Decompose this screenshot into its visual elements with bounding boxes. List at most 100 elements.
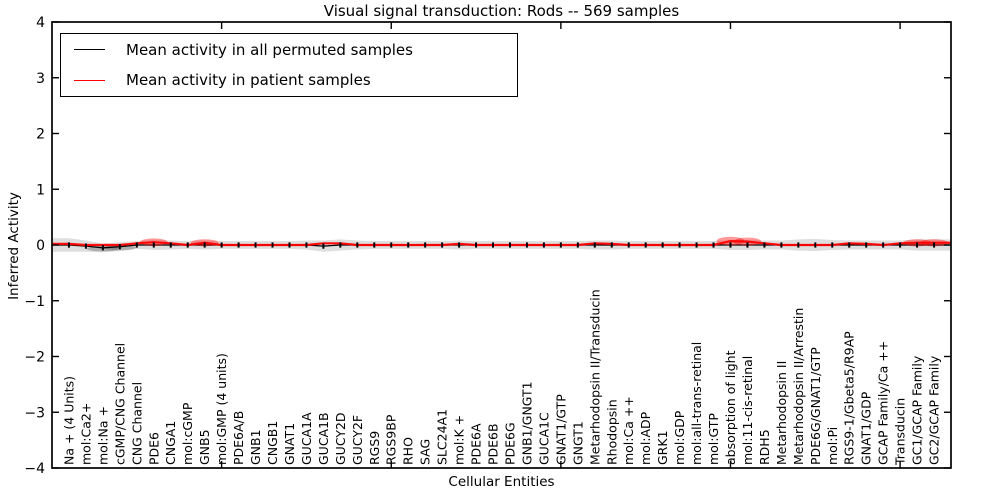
entity-marker xyxy=(84,243,87,249)
y-tick-label: −3 xyxy=(24,405,45,421)
entity-marker xyxy=(254,242,257,248)
x-tick-label: Metarhodopsin II/Arrestin xyxy=(791,308,806,465)
x-tick-label: Rhodopsin xyxy=(604,399,619,465)
y-tick-label: 1 xyxy=(36,182,45,198)
entity-marker xyxy=(458,242,461,248)
entity-marker xyxy=(559,242,562,248)
x-tick-label: PDE6G xyxy=(502,422,517,465)
x-tick-label: SAG xyxy=(418,439,433,465)
entity-marker xyxy=(831,242,834,248)
x-tick-label: GNAT1/GDP xyxy=(859,391,874,465)
x-tick-label: GNB1 xyxy=(248,429,263,465)
x-tick-label: mol:11-cis-retinal xyxy=(740,356,755,465)
legend-item-patient: Mean activity in patient samples xyxy=(61,66,517,95)
entity-marker xyxy=(390,242,393,248)
legend-line-sample-red xyxy=(74,79,105,81)
x-tick-label: GRK1 xyxy=(655,430,670,465)
entity-marker xyxy=(933,242,936,248)
y-tick-label: −4 xyxy=(24,461,45,477)
entity-marker xyxy=(644,242,647,248)
y-tick-label: −2 xyxy=(24,350,45,366)
x-tick-label: GNAT1/GTP xyxy=(553,394,568,465)
legend-label-patient: Mean activity in patient samples xyxy=(126,71,371,90)
entity-marker xyxy=(542,242,545,248)
entity-marker xyxy=(746,242,749,248)
entity-marker xyxy=(118,244,121,250)
x-tick-label: RGS9-1/Gbeta5/R9AP xyxy=(842,331,857,465)
x-tick-label: PDE6 xyxy=(146,432,161,465)
y-tick-label: 3 xyxy=(36,71,45,87)
y-tick-label: 0 xyxy=(36,238,45,254)
entity-marker xyxy=(237,242,240,248)
x-tick-label: mol:K + xyxy=(452,415,467,465)
entity-marker xyxy=(848,242,851,248)
x-tick-label: cGMP/CNG Channel xyxy=(112,343,127,465)
entity-marker xyxy=(67,242,70,248)
entity-marker xyxy=(678,242,681,248)
x-tick-label: PDE6B xyxy=(486,423,501,465)
x-tick-label: PDE6G/GNAT1/GTP xyxy=(808,347,823,465)
y-tick-label: 2 xyxy=(36,127,45,143)
entity-marker xyxy=(576,242,579,248)
entity-marker xyxy=(322,243,325,249)
x-tick-label: mol:cGMP xyxy=(180,402,195,465)
entity-marker xyxy=(356,242,359,248)
x-tick-label: GNB1/GNGT1 xyxy=(519,381,534,465)
x-tick-label: GNB5 xyxy=(197,429,212,465)
x-tick-label: mol:Ca ++ xyxy=(621,396,636,465)
x-tick-label: GNAT1 xyxy=(282,423,297,465)
x-tick-label: Transducin xyxy=(893,398,908,466)
entity-marker xyxy=(797,242,800,248)
legend: Mean activity in all permuted samples Me… xyxy=(60,33,518,97)
entity-marker xyxy=(475,242,478,248)
x-tick-label: GUCA1C xyxy=(536,412,551,465)
entity-marker xyxy=(627,242,630,248)
entity-marker xyxy=(661,242,664,248)
x-tick-label: Metarhodopsin II xyxy=(774,361,789,465)
x-tick-label: RHO xyxy=(401,437,416,465)
entity-marker xyxy=(695,242,698,248)
entity-marker xyxy=(882,242,885,248)
entity-marker xyxy=(916,242,919,248)
entity-marker xyxy=(339,242,342,248)
entity-marker xyxy=(152,242,155,248)
x-tick-label: GUCY2F xyxy=(350,415,365,465)
y-tick-label: 4 xyxy=(36,15,45,31)
legend-label-permuted: Mean activity in all permuted samples xyxy=(126,40,413,59)
x-tick-label: GUCY2D xyxy=(333,412,348,465)
x-tick-label: GC2/GCAP Family xyxy=(927,355,942,465)
x-tick-label: mol:ADP xyxy=(638,411,653,465)
entity-marker xyxy=(271,242,274,248)
x-axis-label: Cellular Entities xyxy=(448,474,555,490)
entity-marker xyxy=(424,242,427,248)
y-axis-label: Inferred Activity xyxy=(6,192,22,300)
entity-marker xyxy=(763,242,766,248)
x-tick-label: Metarhodopsin II/Transducin xyxy=(587,289,602,465)
entity-marker xyxy=(288,242,291,248)
x-tick-label: CNGB1 xyxy=(265,421,280,465)
x-tick-label: mol:Na + xyxy=(95,406,110,465)
x-tick-label: RGS9 xyxy=(367,431,382,465)
x-tick-label: mol:Ca2+ xyxy=(78,403,93,465)
entity-marker xyxy=(729,242,732,248)
x-tick-label: RDH5 xyxy=(757,429,772,465)
entity-marker xyxy=(865,242,868,248)
x-tick-label: GNGT1 xyxy=(570,421,585,465)
x-tick-label: GC1/GCAP Family xyxy=(910,355,925,465)
x-tick-label: Na + (4 Units) xyxy=(61,376,76,465)
x-tick-label: PDE6A/B xyxy=(231,411,246,465)
patient-mean-line xyxy=(52,239,951,247)
y-tick-label: −1 xyxy=(24,294,45,310)
entity-marker xyxy=(492,242,495,248)
entity-marker xyxy=(814,242,817,248)
entity-marker xyxy=(101,245,104,251)
x-tick-label: RGS9BP xyxy=(384,414,399,465)
entity-marker xyxy=(407,242,410,248)
x-tick-label: GUCA1A xyxy=(299,412,314,465)
entity-marker xyxy=(305,242,308,248)
x-tick-label: absorption of light xyxy=(723,350,738,465)
entity-marker xyxy=(135,242,138,248)
entity-marker xyxy=(593,242,596,248)
entity-marker xyxy=(203,242,206,248)
